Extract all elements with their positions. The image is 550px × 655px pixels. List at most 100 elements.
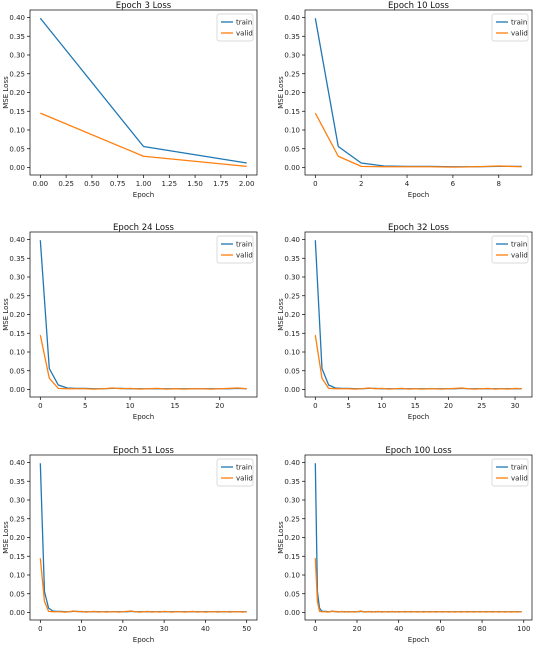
loss-chart-4: Epoch 32 Loss 0 5 10 15 20 25 30 0.00 0.05 0.10 0.1… (277, 223, 533, 421)
x-axis-label: Epoch (408, 413, 429, 421)
y-tick-label: 0.40 (284, 236, 300, 244)
y-tick-label: 0.05 (9, 145, 25, 153)
x-tick-label: 10 (377, 402, 386, 410)
y-tick-label: 0.05 (9, 367, 25, 375)
y-tick-label: 0.00 (9, 164, 25, 172)
y-tick-label: 0.25 (9, 292, 25, 300)
y-tick-label: 0.20 (9, 89, 25, 97)
y-tick-label: 0.10 (284, 349, 300, 357)
legend: train valid (491, 13, 529, 42)
y-tick-label: 0.00 (9, 609, 25, 617)
legend-label-train: train (236, 241, 252, 249)
y-tick-label: 0.05 (284, 367, 300, 375)
y-tick-label: 0.30 (284, 497, 300, 505)
x-axis-label: Epoch (408, 636, 429, 644)
x-axis-label: Epoch (133, 413, 154, 421)
legend-label-valid: valid (511, 30, 528, 38)
y-tick-label: 0.35 (9, 478, 25, 486)
y-tick-label: 0.05 (284, 590, 300, 598)
y-tick-label: 0.15 (284, 330, 300, 338)
y-tick-label: 0.40 (9, 14, 25, 22)
x-tick-label: 25 (477, 402, 486, 410)
y-tick-label: 0.00 (284, 386, 300, 394)
y-tick-label: 0.40 (9, 459, 25, 467)
x-tick-label: 1.25 (161, 180, 177, 188)
y-tick-label: 0.30 (284, 52, 300, 60)
y-tick-label: 0.15 (284, 553, 300, 561)
loss-chart-2: Epoch 10 Loss 0 2 4 6 8 0.00 0.05 0.10 0.15 0.20 0.… (277, 1, 533, 199)
x-tick-label: 2.00 (239, 180, 255, 188)
chart-title: Epoch 32 Loss (388, 223, 449, 233)
chart-title: Epoch 100 Loss (385, 446, 452, 456)
legend-box (491, 458, 529, 487)
x-tick-label: 0.00 (33, 180, 49, 188)
y-tick-label: 0.20 (284, 311, 300, 319)
legend: train valid (216, 235, 254, 264)
loss-chart-1: Epoch 3 Loss 0.00 0.25 0.50 0.75 1.00 1.25 1.50… (2, 1, 258, 199)
y-tick-label: 0.00 (284, 164, 300, 172)
legend-box (216, 458, 254, 487)
y-tick-label: 0.05 (9, 590, 25, 598)
series-line-train (39, 17, 247, 164)
x-tick-label: 60 (436, 625, 445, 633)
y-axis-label: MSE Loss (2, 521, 10, 554)
chart-title: Epoch 51 Loss (113, 446, 174, 456)
y-tick-label: 0.15 (9, 553, 25, 561)
loss-chart-3: Epoch 24 Loss 0 5 10 15 20 0.00 0.05 0.10 0.15 0.2… (2, 223, 258, 421)
y-axis-label: MSE Loss (2, 76, 10, 109)
series-line-train (314, 463, 522, 613)
series-line-valid (314, 558, 522, 613)
series-line-valid (314, 335, 522, 390)
series-line-valid (39, 334, 247, 390)
legend-label-valid: valid (511, 252, 528, 260)
x-tick-label: 1.00 (136, 180, 152, 188)
y-tick-label: 0.40 (284, 459, 300, 467)
y-tick-label: 0.00 (284, 609, 300, 617)
legend-box (491, 235, 529, 264)
legend-label-train: train (511, 241, 527, 249)
x-tick-label: 15 (411, 402, 420, 410)
x-tick-label: 5 (346, 402, 350, 410)
y-tick-label: 0.10 (9, 349, 25, 357)
chart-title: Epoch 3 Loss (116, 1, 172, 11)
y-tick-label: 0.30 (9, 497, 25, 505)
chart-title: Epoch 10 Loss (388, 1, 449, 11)
y-tick-label: 0.35 (284, 255, 300, 263)
y-axis-label: MSE Loss (277, 76, 285, 109)
legend-box (216, 235, 254, 264)
legend-label-train: train (236, 464, 252, 472)
loss-chart-5: Epoch 51 Loss 0 10 20 30 40 50 0.00 0.05 0.10 0.15… (2, 446, 258, 644)
x-axis-label: Epoch (408, 191, 429, 199)
y-axis-label: MSE Loss (277, 521, 285, 554)
y-tick-label: 0.10 (9, 127, 25, 135)
x-tick-label: 10 (126, 402, 135, 410)
y-tick-label: 0.25 (9, 70, 25, 78)
legend-label-valid: valid (236, 475, 253, 483)
series-line-train (314, 18, 522, 168)
y-tick-label: 0.00 (9, 386, 25, 394)
x-tick-label: 0 (313, 180, 317, 188)
y-tick-label: 0.05 (284, 145, 300, 153)
y-tick-label: 0.40 (9, 236, 25, 244)
legend: train valid (216, 458, 254, 487)
x-tick-label: 50 (242, 625, 251, 633)
y-tick-label: 0.10 (284, 572, 300, 580)
y-tick-label: 0.25 (284, 515, 300, 523)
legend-label-train: train (236, 19, 252, 27)
y-tick-label: 0.20 (9, 534, 25, 542)
y-axis-label: MSE Loss (2, 298, 10, 331)
x-tick-label: 20 (444, 402, 453, 410)
y-tick-label: 0.25 (284, 292, 300, 300)
x-axis-label: Epoch (133, 636, 154, 644)
legend-label-valid: valid (511, 475, 528, 483)
series-line-train (39, 463, 247, 613)
x-tick-label: 0.75 (110, 180, 126, 188)
legend-box (216, 13, 254, 42)
chart-title: Epoch 24 Loss (113, 223, 174, 233)
x-tick-label: 80 (478, 625, 487, 633)
x-tick-label: 4 (405, 180, 410, 188)
y-tick-label: 0.20 (9, 311, 25, 319)
x-tick-label: 10 (77, 625, 86, 633)
y-tick-label: 0.25 (9, 515, 25, 523)
